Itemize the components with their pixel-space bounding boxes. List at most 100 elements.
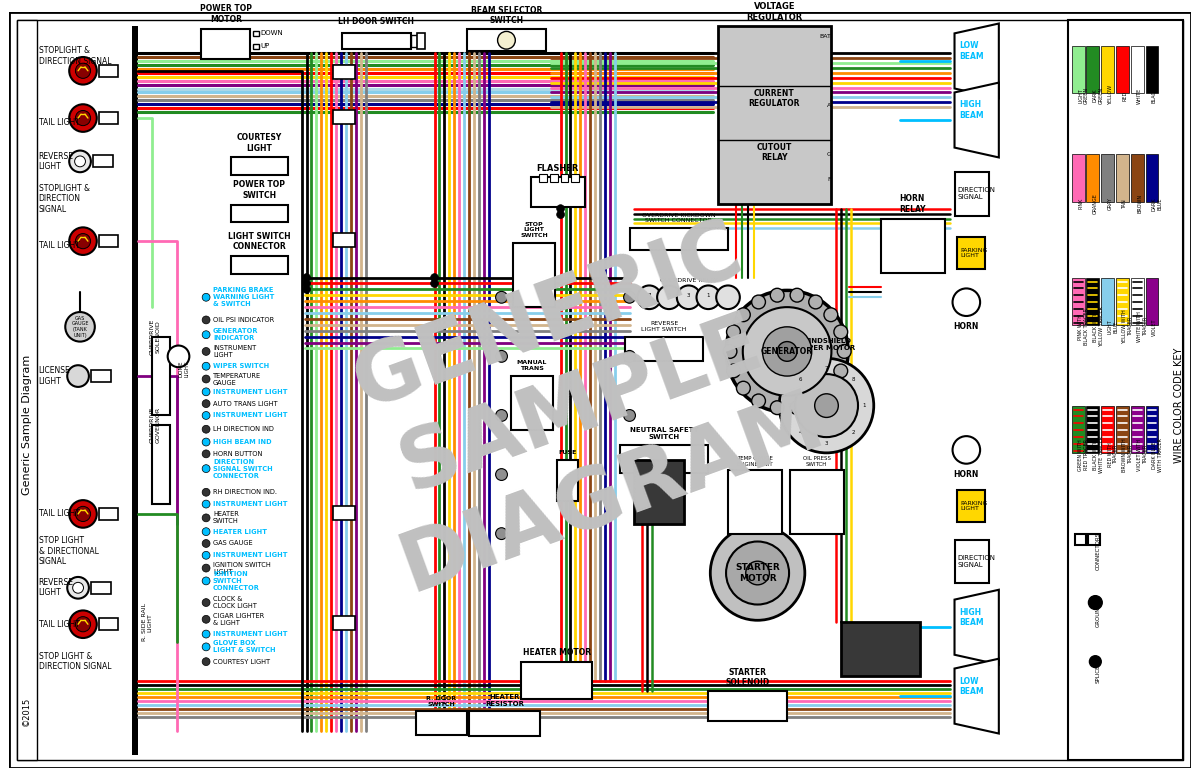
Text: CIGAR LIGHTER
& LIGHT: CIGAR LIGHTER & LIGHT	[212, 613, 264, 626]
Circle shape	[202, 643, 210, 650]
Text: 5: 5	[787, 403, 791, 408]
Circle shape	[498, 31, 515, 49]
Text: COURTESY
LIGHT: COURTESY LIGHT	[236, 133, 282, 153]
Text: INSTRUMENT
LIGHT: INSTRUMENT LIGHT	[212, 345, 257, 358]
Text: IGNITION
SWITCH
CONNECTOR: IGNITION SWITCH CONNECTOR	[212, 571, 260, 591]
Circle shape	[202, 438, 210, 446]
Text: OVERDRIVE RELAY: OVERDRIVE RELAY	[660, 277, 718, 283]
Text: REVERSE
LIGHT SWITCH: REVERSE LIGHT SWITCH	[641, 321, 686, 332]
Bar	[334, 617, 355, 630]
Bar	[1086, 154, 1099, 202]
Circle shape	[726, 541, 790, 604]
Circle shape	[73, 582, 84, 593]
Text: GLOVE BOX
LIGHT & SWITCH: GLOVE BOX LIGHT & SWITCH	[212, 641, 276, 654]
Text: G: G	[827, 152, 832, 157]
Bar	[1130, 406, 1144, 453]
Circle shape	[202, 514, 210, 521]
Text: HIGH BEAM IND: HIGH BEAM IND	[212, 439, 271, 445]
Circle shape	[496, 350, 508, 362]
Polygon shape	[954, 83, 998, 157]
Bar	[1146, 406, 1158, 453]
Text: HEATER LIGHT: HEATER LIGHT	[212, 528, 266, 535]
Circle shape	[76, 111, 90, 126]
Text: LH DIRECTION IND: LH DIRECTION IND	[212, 426, 274, 432]
Circle shape	[76, 233, 90, 249]
Bar	[334, 233, 355, 247]
Text: 7: 7	[824, 366, 828, 371]
Bar	[334, 65, 355, 78]
Circle shape	[202, 425, 210, 433]
Text: DOME
LIGHT: DOME LIGHT	[179, 361, 190, 377]
Bar	[91, 370, 110, 382]
Text: UP: UP	[260, 43, 270, 49]
Bar	[511, 376, 553, 430]
Circle shape	[202, 347, 210, 356]
Circle shape	[202, 540, 210, 548]
Bar	[841, 622, 920, 677]
Text: TAIL LIGHT: TAIL LIGHT	[38, 509, 79, 518]
Text: BLACK WITH
YELLOW TRACER: BLACK WITH YELLOW TRACER	[1093, 306, 1104, 347]
Circle shape	[70, 611, 97, 638]
Text: HEATER
SWITCH: HEATER SWITCH	[212, 511, 239, 525]
Circle shape	[762, 327, 811, 376]
Bar	[253, 45, 259, 49]
Polygon shape	[954, 659, 998, 733]
Bar	[202, 29, 251, 59]
Text: WHITE WITH
TRACER: WHITE WITH TRACER	[1138, 311, 1148, 343]
Bar	[98, 112, 119, 124]
Text: REVERSE
LIGHT: REVERSE LIGHT	[38, 152, 73, 171]
Text: HORN: HORN	[954, 322, 979, 331]
Text: SPLICE: SPLICE	[1096, 664, 1100, 683]
Circle shape	[67, 577, 89, 598]
Circle shape	[737, 308, 750, 322]
Circle shape	[76, 506, 90, 521]
Text: STOP LIGHT &
DIRECTION SIGNAL: STOP LIGHT & DIRECTION SIGNAL	[38, 652, 112, 671]
Text: GRAY: GRAY	[1108, 197, 1112, 210]
Text: INSTRUMENT LIGHT: INSTRUMENT LIGHT	[212, 501, 288, 507]
Circle shape	[70, 57, 97, 84]
Circle shape	[953, 436, 980, 464]
Text: 6: 6	[798, 376, 802, 382]
Text: GAS
GAUGE
(TANK
UNIT): GAS GAUGE (TANK UNIT)	[71, 316, 89, 338]
Text: WIPER SWITCH: WIPER SWITCH	[212, 363, 269, 369]
Circle shape	[809, 295, 822, 309]
Circle shape	[726, 325, 740, 339]
Bar	[1086, 277, 1099, 325]
Bar	[571, 174, 580, 182]
Bar	[1086, 406, 1099, 453]
Text: WHITE: WHITE	[1138, 88, 1142, 104]
Text: LOW
BEAM: LOW BEAM	[960, 677, 984, 696]
Bar	[1102, 406, 1114, 453]
Text: STARTER
SOLENOID: STARTER SOLENOID	[726, 668, 770, 687]
Circle shape	[70, 151, 91, 172]
Text: 1: 1	[707, 293, 710, 298]
Bar	[334, 110, 355, 124]
Bar	[1088, 534, 1100, 545]
Text: PINK: PINK	[1078, 198, 1084, 210]
Circle shape	[716, 286, 740, 309]
Text: BLACK: BLACK	[1152, 88, 1157, 104]
Text: 7: 7	[648, 293, 650, 298]
Bar	[98, 235, 119, 247]
Text: AUTO TRANS LIGHT: AUTO TRANS LIGHT	[212, 401, 277, 406]
Text: CLOCK &
CLOCK LIGHT: CLOCK & CLOCK LIGHT	[212, 596, 257, 609]
Text: OVERDRIVE
SOLENOID: OVERDRIVE SOLENOID	[150, 319, 161, 355]
Text: MANUAL
TRANS: MANUAL TRANS	[517, 360, 547, 371]
Bar	[1130, 154, 1144, 202]
Text: DARK
GREEN: DARK GREEN	[1093, 87, 1104, 104]
Circle shape	[557, 210, 564, 219]
Text: OIL PRESS
SWITCH: OIL PRESS SWITCH	[803, 456, 830, 467]
Text: 2: 2	[851, 429, 854, 435]
Circle shape	[202, 564, 210, 572]
Text: HORN BUTTON: HORN BUTTON	[212, 451, 263, 457]
Text: LIGHT SWITCH
CONNECTOR: LIGHT SWITCH CONNECTOR	[228, 232, 290, 251]
Text: TAIL LIGHT: TAIL LIGHT	[38, 118, 79, 127]
Circle shape	[834, 364, 847, 378]
Bar	[1072, 277, 1085, 325]
Text: STOP LIGHT
& DIRECTIONAL
SIGNAL: STOP LIGHT & DIRECTIONAL SIGNAL	[38, 537, 98, 566]
Text: 3: 3	[686, 293, 690, 298]
Circle shape	[557, 205, 564, 213]
Bar	[1102, 277, 1114, 325]
Circle shape	[696, 286, 720, 309]
Circle shape	[70, 104, 97, 132]
